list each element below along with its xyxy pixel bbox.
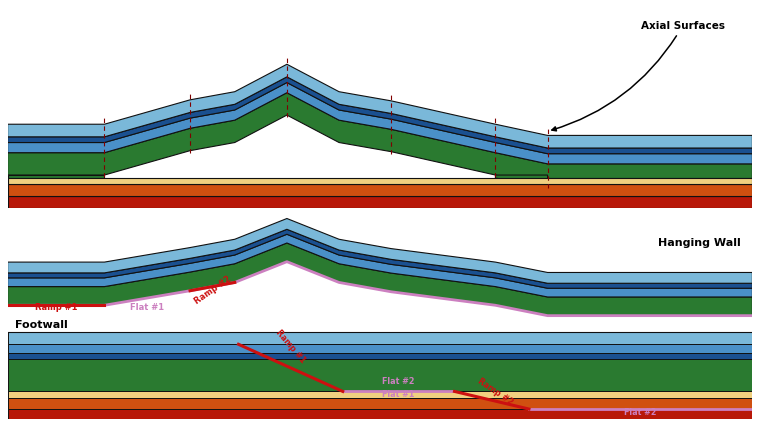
- Polygon shape: [8, 77, 752, 154]
- Polygon shape: [8, 359, 752, 392]
- Polygon shape: [8, 243, 752, 316]
- Text: Ramp #1: Ramp #1: [274, 329, 307, 366]
- Text: Axial Surfaces: Axial Surfaces: [552, 21, 725, 131]
- Polygon shape: [8, 184, 752, 196]
- Text: Flat #1: Flat #1: [130, 303, 164, 312]
- Polygon shape: [8, 332, 752, 344]
- Polygon shape: [8, 354, 752, 359]
- Text: Flat #2: Flat #2: [382, 377, 415, 386]
- Text: Ramp #1: Ramp #1: [35, 303, 78, 312]
- Polygon shape: [8, 398, 752, 409]
- Polygon shape: [496, 175, 547, 186]
- Text: Flat #1: Flat #1: [382, 389, 415, 398]
- Polygon shape: [8, 229, 752, 288]
- Polygon shape: [8, 93, 752, 186]
- Text: Ramp #2: Ramp #2: [192, 274, 233, 306]
- Text: Flat #2: Flat #2: [625, 408, 657, 417]
- Polygon shape: [8, 196, 752, 208]
- Text: Footwall: Footwall: [15, 320, 68, 330]
- Polygon shape: [8, 175, 104, 178]
- Text: Hanging Wall: Hanging Wall: [658, 238, 741, 248]
- Polygon shape: [8, 178, 752, 184]
- Text: Ramp #2: Ramp #2: [476, 376, 515, 407]
- Polygon shape: [8, 262, 752, 332]
- Polygon shape: [8, 234, 752, 297]
- Polygon shape: [8, 219, 752, 283]
- Polygon shape: [8, 409, 752, 419]
- Polygon shape: [8, 392, 752, 398]
- Polygon shape: [547, 178, 752, 186]
- Polygon shape: [8, 64, 752, 148]
- Polygon shape: [8, 344, 752, 354]
- Polygon shape: [8, 83, 752, 164]
